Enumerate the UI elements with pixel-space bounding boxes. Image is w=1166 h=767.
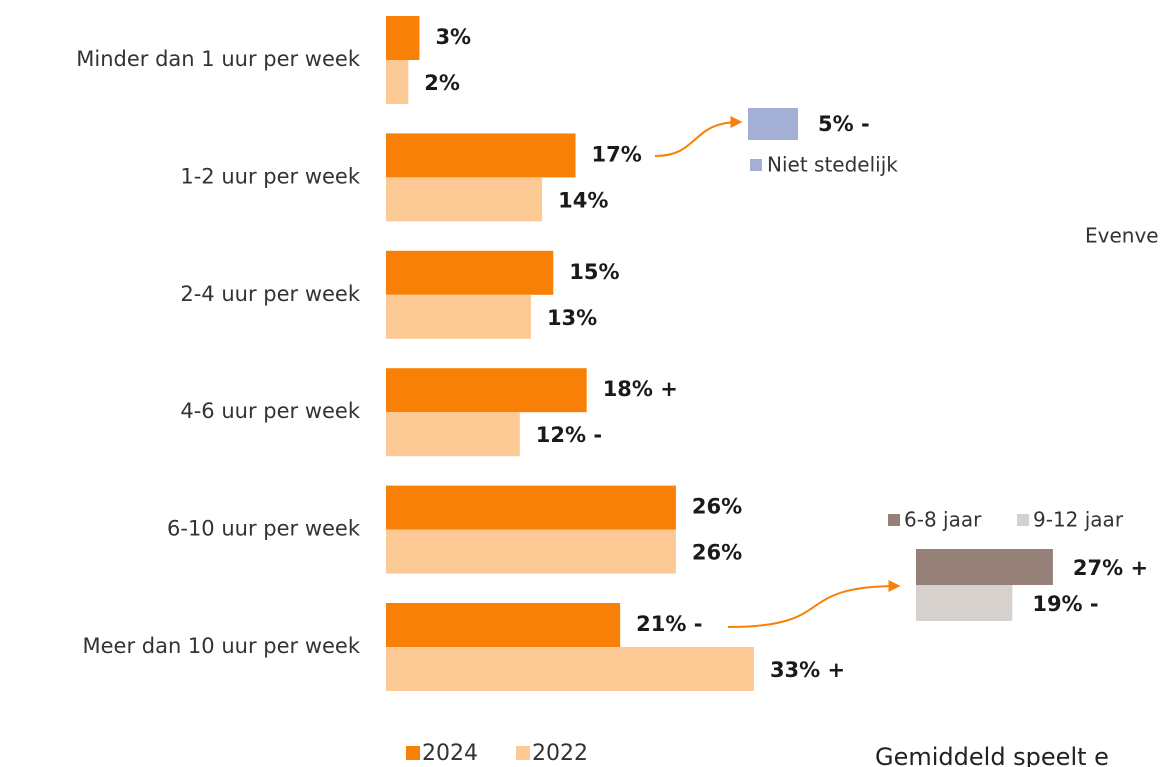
value-label: 14% [558, 188, 608, 212]
value-label: 5% - [818, 112, 870, 136]
category-label: 6-10 uur per week [167, 517, 361, 541]
legend-label: 2022 [532, 741, 588, 766]
value-label: 26% [692, 541, 742, 565]
bar [386, 529, 676, 574]
bar [386, 412, 520, 457]
arrow [654, 116, 743, 157]
legend-label: 6-8 jaar [904, 508, 982, 532]
bar [386, 485, 676, 530]
legend-label: 2024 [422, 741, 478, 766]
category-label: 4-6 uur per week [180, 399, 360, 423]
legend-label: Niet stedelijk [767, 153, 898, 177]
value-label: 26% [692, 495, 742, 519]
bar [386, 294, 531, 339]
legend-swatch [406, 746, 420, 760]
value-label: 19% - [1032, 592, 1098, 616]
annotation: Evenve [1085, 224, 1159, 248]
legend-label: 9-12 jaar [1033, 508, 1124, 532]
bar [386, 647, 754, 691]
legend-swatch [750, 159, 762, 171]
category-label: 1-2 uur per week [180, 164, 360, 188]
bar [386, 177, 543, 222]
value-label: 21% - [636, 612, 702, 636]
category-label: Minder dan 1 uur per week [76, 47, 361, 71]
bar [916, 585, 1013, 621]
bar [386, 250, 554, 295]
value-label: 33% + [770, 658, 845, 682]
legend-swatch [888, 514, 900, 526]
bar [386, 133, 576, 178]
arrow [727, 580, 901, 628]
bar [748, 108, 798, 140]
value-label: 2% [424, 71, 460, 95]
bar [386, 368, 587, 413]
value-label: 18% + [603, 377, 678, 401]
legend-swatch [516, 746, 530, 760]
legend-swatch [1017, 514, 1029, 526]
value-label: 3% [435, 25, 471, 49]
value-label: 12% - [536, 423, 602, 447]
value-label: 27% + [1073, 556, 1148, 580]
bar [386, 603, 621, 647]
bar [916, 549, 1053, 585]
annotation: Gemiddeld speelt e [875, 743, 1109, 767]
category-label: 2-4 uur per week [180, 282, 360, 306]
value-label: 17% [592, 142, 642, 166]
category-label: Meer dan 10 uur per week [82, 634, 360, 658]
value-label: 15% [569, 260, 619, 284]
bar [386, 16, 420, 60]
bar [386, 60, 409, 104]
value-label: 13% [547, 306, 597, 330]
